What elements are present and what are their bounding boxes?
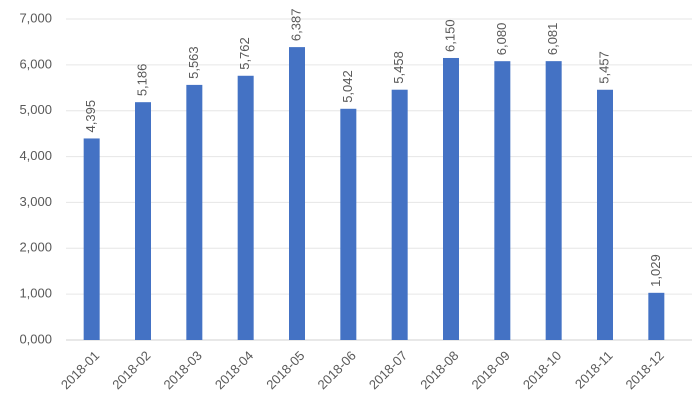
- value-label: 6,387: [288, 9, 303, 42]
- x-tick-label: 2018-07: [366, 348, 410, 392]
- bar: [443, 57, 459, 340]
- value-label: 5,458: [391, 51, 406, 84]
- y-tick-label: 5,000: [19, 102, 52, 117]
- y-tick-label: 2,000: [19, 240, 52, 255]
- value-label: 5,042: [340, 70, 355, 103]
- value-label: 5,762: [237, 37, 252, 70]
- x-tick-label: 2018-11: [572, 348, 616, 392]
- bar: [391, 89, 408, 340]
- bar: [648, 292, 665, 340]
- y-tick-label: 0,000: [19, 331, 52, 346]
- value-label: 1,029: [648, 254, 663, 287]
- y-tick-label: 3,000: [19, 194, 52, 209]
- y-tick-label: 4,000: [19, 148, 52, 163]
- bar: [135, 102, 151, 340]
- bar: [597, 89, 613, 340]
- bar: [494, 61, 511, 341]
- x-tick-label: 2018-09: [469, 348, 513, 392]
- value-label: 5,186: [134, 64, 149, 97]
- x-tick-label: 2018-04: [212, 348, 256, 392]
- bar: [83, 138, 100, 340]
- value-label: 6,150: [442, 19, 457, 52]
- value-label: 6,081: [545, 23, 560, 56]
- bar: [186, 84, 203, 340]
- x-tick-label: 2018-06: [315, 348, 359, 392]
- bar: [545, 61, 562, 341]
- y-tick-label: 7,000: [19, 10, 52, 25]
- y-tick-label: 6,000: [19, 56, 52, 71]
- x-tick-label: 2018-01: [58, 348, 102, 392]
- value-label: 4,395: [83, 100, 98, 133]
- bar: [289, 47, 305, 341]
- x-tick-label: 2018-10: [520, 348, 564, 392]
- value-label: 5,457: [596, 51, 611, 84]
- x-tick-label: 2018-03: [161, 348, 205, 392]
- bar: [340, 108, 357, 340]
- x-tick-label: 2018-05: [263, 348, 307, 392]
- y-tick-label: 1,000: [19, 286, 52, 301]
- x-tick-label: 2018-02: [109, 348, 153, 392]
- x-tick-label: 2018-08: [417, 348, 461, 392]
- value-label: 5,563: [186, 46, 201, 79]
- bar: [237, 75, 254, 340]
- x-tick-label: 2018-12: [623, 348, 667, 392]
- value-label: 6,080: [494, 23, 509, 56]
